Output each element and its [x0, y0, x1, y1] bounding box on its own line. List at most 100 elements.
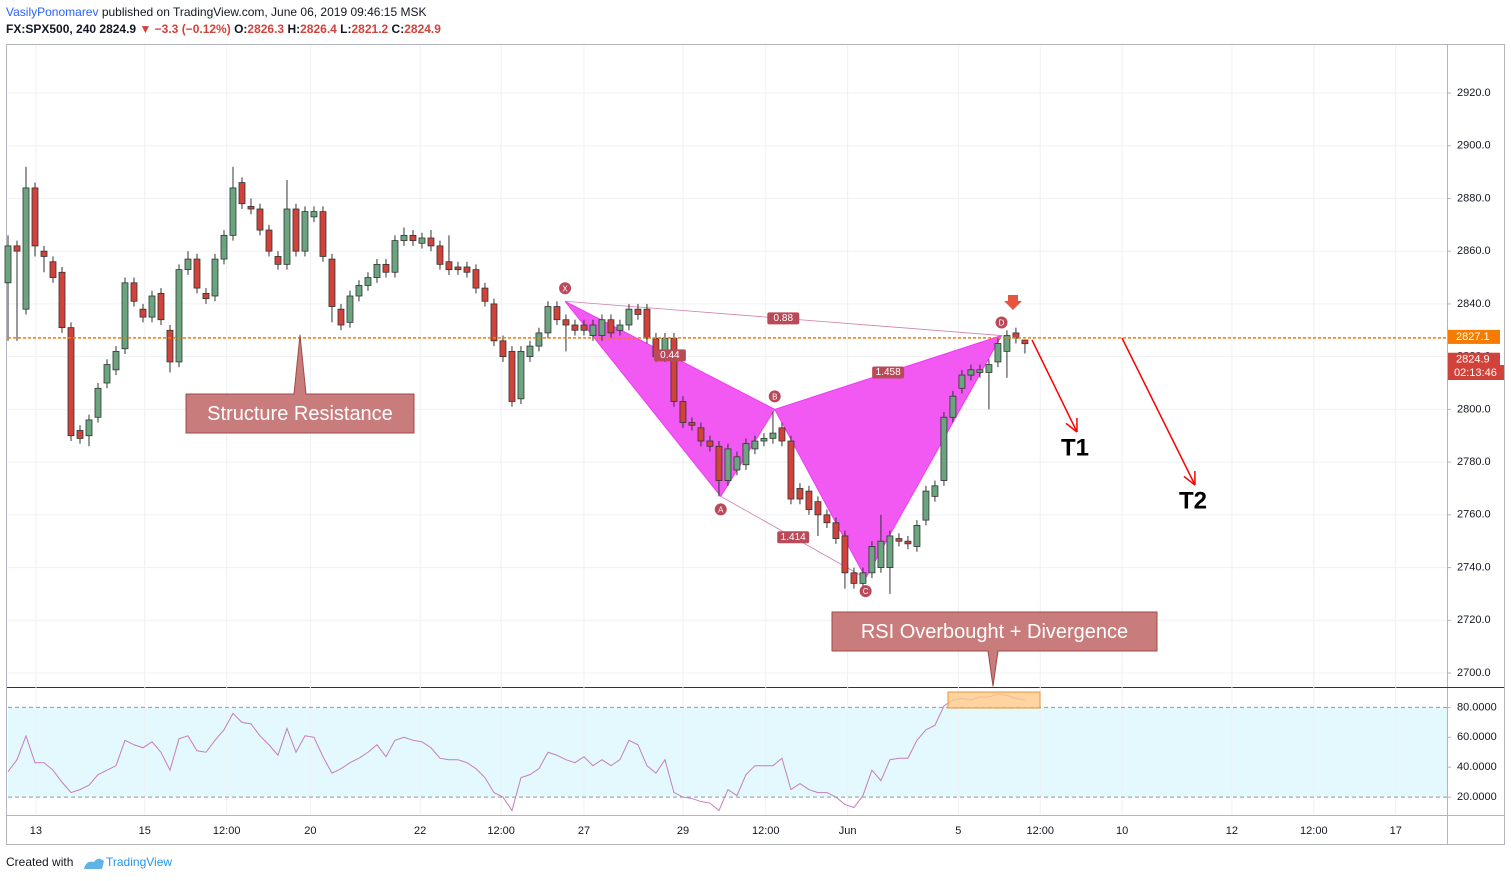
- symbol-line: FX:SPX500, 240 2824.9 ▼ −3.3 (−0.12%) O:…: [6, 22, 441, 36]
- candle-body: [886, 535, 894, 568]
- candle-body: [922, 490, 930, 521]
- point-tag: [859, 585, 872, 598]
- candle-body: [832, 522, 840, 539]
- candle-body: [733, 456, 741, 471]
- candle-body: [850, 572, 858, 584]
- x-tick-label: 17: [1390, 825, 1402, 837]
- x-tick-label: 15: [139, 825, 151, 837]
- candle-body: [193, 258, 201, 289]
- candle-body: [958, 374, 966, 389]
- x-tick-label: 22: [414, 825, 426, 837]
- publish-line: VasilyPonomarev published on TradingView…: [6, 5, 427, 19]
- footer-created: Created with: [6, 855, 73, 869]
- candle-body: [913, 524, 921, 547]
- candle-body: [103, 364, 111, 384]
- candle-body: [418, 237, 426, 244]
- candle-body: [490, 303, 498, 342]
- callout-box: [831, 611, 1158, 687]
- candle-body: [679, 401, 687, 423]
- candle-body: [130, 282, 138, 302]
- footer-brand[interactable]: TradingView: [106, 855, 172, 869]
- price-tag: [1448, 352, 1500, 367]
- candle-body: [85, 419, 93, 437]
- candle-body: [481, 287, 489, 302]
- candle-body: [454, 266, 462, 271]
- candle-body: [571, 324, 579, 331]
- candle-body: [58, 271, 66, 329]
- point-label: C: [863, 587, 869, 596]
- countdown-tag: [1448, 365, 1504, 380]
- candle-body: [364, 277, 372, 286]
- candle-body: [751, 440, 759, 450]
- point-tag: [714, 503, 727, 516]
- candle-body: [211, 258, 219, 297]
- price-tag-label: 2827.1: [1456, 331, 1490, 343]
- candle-body: [337, 308, 345, 326]
- candle-body: [373, 263, 381, 278]
- point-label: A: [718, 505, 724, 514]
- candle-body: [175, 269, 183, 363]
- candle-body: [634, 308, 642, 315]
- candle-body: [274, 256, 282, 265]
- y-tick-label: 2800.0: [1457, 403, 1491, 415]
- point-label: B: [772, 392, 777, 401]
- candle-body: [1021, 339, 1029, 345]
- candle-body: [976, 369, 984, 373]
- candle-body: [202, 292, 210, 300]
- ohlc-label: L:: [340, 22, 352, 36]
- y-tick-label: 2760.0: [1457, 509, 1491, 521]
- candle-body: [598, 319, 606, 336]
- candle-body: [616, 324, 624, 331]
- candle-body: [148, 295, 156, 318]
- candle-body: [868, 546, 876, 574]
- candle-body: [508, 350, 516, 402]
- candle-body: [409, 234, 417, 242]
- candle-body: [580, 324, 588, 331]
- candle-body: [265, 229, 273, 252]
- candle-body: [4, 245, 12, 284]
- y-tick-label: 2880.0: [1457, 192, 1491, 204]
- rsi-y-tick-label: 40.0000: [1457, 761, 1497, 773]
- ratio-label: 0.44: [660, 350, 680, 361]
- x-tick-label: 10: [1116, 825, 1128, 837]
- target-label: T2: [1179, 487, 1207, 514]
- candle-body: [355, 285, 363, 297]
- candle-body: [967, 369, 975, 376]
- author[interactable]: VasilyPonomarev: [6, 5, 99, 19]
- pattern-xab: [564, 300, 776, 498]
- ratio-tag: [653, 349, 686, 362]
- ratio-label: 0.88: [774, 313, 794, 324]
- ohlc-value: 2821.2: [351, 22, 389, 36]
- candle-body: [247, 205, 255, 210]
- y-tick-label: 2900.0: [1457, 140, 1491, 152]
- point-label: D: [999, 319, 1005, 328]
- footer-logo: [84, 858, 104, 869]
- candle-body: [517, 350, 525, 400]
- candle-body: [715, 445, 723, 481]
- last: 2824.9: [99, 22, 137, 36]
- candle-body: [742, 443, 750, 466]
- candle-body: [724, 448, 732, 481]
- candle-body: [544, 306, 552, 334]
- candle-body: [931, 485, 939, 497]
- ohlc-values: O:2826.3 H:2826.4 L:2821.2 C:2824.9: [234, 22, 441, 36]
- candle-body: [796, 488, 804, 500]
- candle-body: [31, 187, 39, 247]
- candle-body: [562, 319, 570, 326]
- candle-body: [589, 324, 597, 336]
- candle-body: [391, 240, 399, 273]
- y-tick-label: 2740.0: [1457, 561, 1491, 573]
- rsi-band: [8, 707, 1447, 798]
- candle-body: [94, 387, 102, 418]
- candle-body: [382, 263, 390, 273]
- candle-body: [823, 514, 831, 524]
- candle-body: [643, 308, 651, 339]
- candle-body: [859, 572, 867, 584]
- ohlc-value: 2826.4: [300, 22, 337, 36]
- candle-body: [40, 250, 48, 257]
- x-tick-label: 12:00: [752, 825, 780, 837]
- candle-body: [949, 395, 957, 418]
- x-tick-label: 20: [304, 825, 316, 837]
- candle-body: [184, 258, 192, 271]
